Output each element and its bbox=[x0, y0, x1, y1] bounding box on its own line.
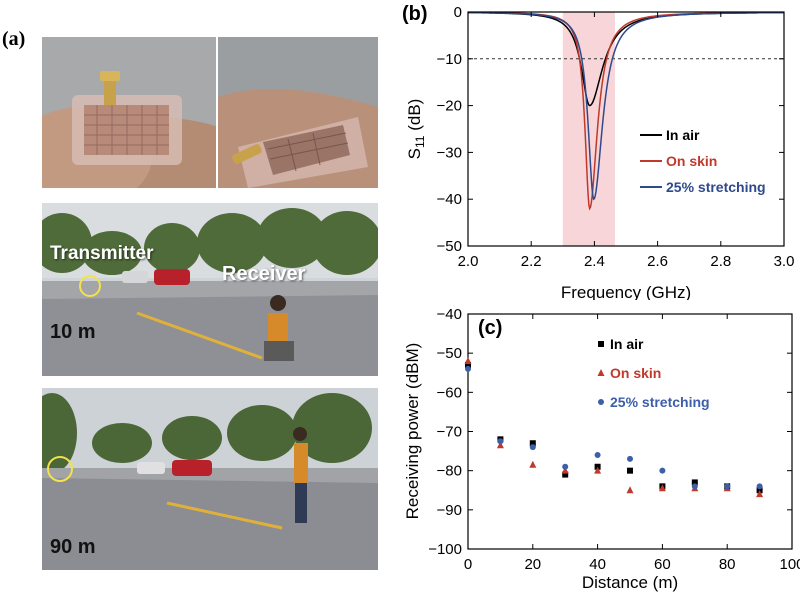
legend-label: In air bbox=[666, 127, 700, 143]
point-in-air bbox=[691, 479, 698, 486]
point-in-air bbox=[562, 471, 569, 478]
y-tick-label: −40 bbox=[437, 306, 462, 323]
point-on-skin bbox=[496, 441, 504, 449]
y-tick-label: −70 bbox=[437, 424, 462, 441]
x-axis-label: Distance (m) bbox=[582, 573, 678, 592]
x-tick-label: 0 bbox=[464, 556, 472, 573]
receiving-power-chart: 020406080100 −40−50−60−70−80−90−100 (c) … bbox=[403, 306, 800, 592]
legend: In air On skin 25% stretching bbox=[597, 336, 710, 410]
distance-90m-label: 90 m bbox=[50, 536, 96, 558]
y-tick-label: −30 bbox=[437, 144, 462, 161]
y-tick-label: −60 bbox=[437, 384, 462, 401]
legend-label: 25% stretching bbox=[610, 394, 710, 410]
point-in-air bbox=[529, 440, 536, 447]
point-25-stretching bbox=[756, 483, 763, 490]
y-tick-label: −80 bbox=[437, 463, 462, 480]
point-25-stretching bbox=[529, 444, 536, 451]
point-on-skin bbox=[529, 460, 537, 468]
point-on-skin bbox=[561, 466, 569, 474]
curve-25-stretching bbox=[467, 11, 784, 201]
legend-marker bbox=[598, 341, 604, 347]
panel-c-label: (c) bbox=[478, 317, 502, 339]
point-25-stretching bbox=[594, 452, 601, 458]
legend: In air On skin 25% stretching bbox=[640, 127, 766, 195]
point-25-stretching bbox=[724, 483, 731, 490]
x-tick-label: 2.4 bbox=[584, 253, 605, 270]
legend-label: 25% stretching bbox=[666, 179, 766, 195]
y-tick-label: −10 bbox=[437, 51, 462, 68]
y-tick-label: −40 bbox=[437, 191, 462, 208]
point-on-skin bbox=[756, 490, 764, 498]
x-tick-label: 100 bbox=[779, 556, 800, 573]
distance-10m-label: 10 m bbox=[50, 321, 96, 343]
plot-frame bbox=[467, 11, 785, 247]
x-tick-label: 20 bbox=[524, 556, 541, 573]
legend-marker bbox=[598, 399, 604, 405]
transmitter-label: Transmitter bbox=[50, 243, 154, 264]
x-tick-label: 3.0 bbox=[774, 253, 795, 270]
point-on-skin bbox=[626, 486, 634, 494]
legend-marker bbox=[597, 369, 605, 376]
y-tick-label: −100 bbox=[428, 541, 462, 558]
panel-a-label: (a) bbox=[2, 28, 26, 50]
antenna-forearm-photo bbox=[42, 37, 216, 188]
receiver-label: Receiver bbox=[222, 263, 306, 285]
legend-label: On skin bbox=[666, 153, 717, 169]
legend-label: On skin bbox=[610, 365, 661, 381]
panel-b-label: (b) bbox=[402, 3, 428, 25]
x-tick-label: 40 bbox=[589, 556, 606, 573]
point-on-skin bbox=[658, 484, 666, 492]
x-tick-label: 80 bbox=[719, 556, 736, 573]
point-25-stretching bbox=[627, 455, 633, 462]
y-axis-label: Receiving power (dBM) bbox=[403, 343, 422, 520]
street-scene-10m-photo: Transmitter Receiver 10 m bbox=[42, 203, 378, 376]
y-tick-label: 0 bbox=[454, 4, 462, 21]
point-25-stretching bbox=[562, 463, 569, 470]
point-25-stretching bbox=[497, 438, 504, 445]
x-tick-label: 60 bbox=[654, 556, 671, 573]
point-in-air bbox=[465, 361, 471, 368]
legend-label: In air bbox=[610, 336, 644, 352]
point-25-stretching bbox=[659, 467, 666, 474]
x-tick-label: 2.8 bbox=[710, 253, 731, 270]
point-25-stretching bbox=[465, 365, 471, 372]
y-tick-label: −20 bbox=[437, 98, 462, 115]
y-tick-label: −90 bbox=[437, 502, 462, 519]
s11-chart: 2.0 2.2 2.4 2.6 2.8 3.0 0−10−20−30−40−50 (b) … bbox=[402, 3, 795, 300]
antenna-closeup-photo bbox=[218, 37, 378, 188]
point-on-skin bbox=[594, 466, 602, 474]
x-tick-label: 2.6 bbox=[647, 253, 668, 270]
y-tick-label: −50 bbox=[437, 345, 462, 362]
y-tick-label: −50 bbox=[437, 238, 462, 255]
street-scene-90m-photo: 90 m bbox=[42, 388, 378, 570]
point-on-skin bbox=[464, 357, 472, 364]
x-tick-label: 2.2 bbox=[521, 253, 542, 270]
x-axis-label: Frequency (GHz) bbox=[561, 283, 691, 300]
x-tick-label: 2.0 bbox=[458, 253, 479, 270]
point-in-air bbox=[627, 467, 633, 474]
point-25-stretching bbox=[691, 483, 698, 490]
y-axis-label: S11 (dB) bbox=[405, 99, 427, 160]
